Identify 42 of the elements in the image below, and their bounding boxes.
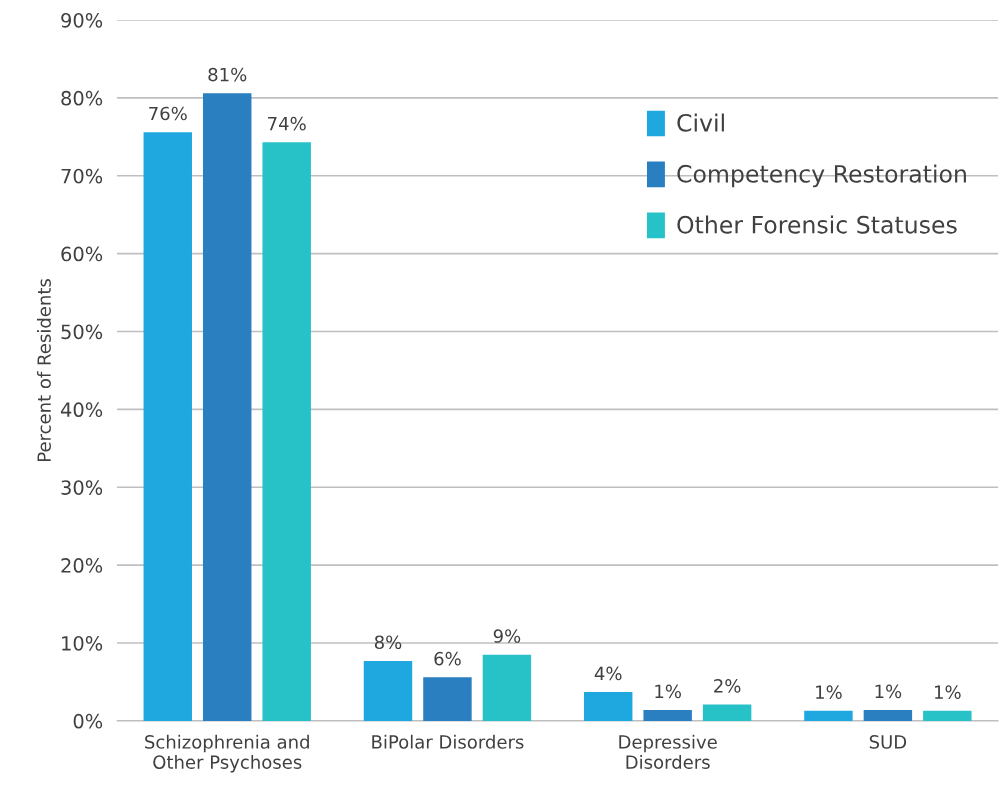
bar — [363, 660, 413, 721]
data-label: 81% — [208, 67, 247, 82]
bar — [923, 710, 972, 721]
y-tick-label: 20% — [61, 558, 103, 573]
data-label: 9% — [493, 629, 521, 643]
x-tick-label: Depressive Disorders — [619, 734, 717, 769]
legend-label: Other Forensic Statuses — [677, 215, 957, 234]
y-tick-label: 30% — [61, 480, 103, 495]
y-tick-label: 40% — [60, 402, 103, 418]
y-tick-label: 70% — [61, 168, 103, 184]
legend-label: Civil — [677, 113, 724, 132]
legend-label: Competency Restoration — [677, 164, 966, 188]
data-label: 74% — [268, 116, 306, 131]
x-tick-label: SUD — [869, 735, 907, 749]
y-tick-label: 10% — [62, 635, 103, 651]
bar — [262, 142, 311, 721]
data-label: 6% — [434, 651, 461, 666]
y-tick-label: 0% — [73, 713, 103, 729]
data-label: 1% — [875, 684, 902, 699]
bar — [143, 132, 192, 721]
y-tick-label: 60% — [61, 246, 103, 262]
bar — [804, 710, 853, 721]
data-label: 76% — [149, 106, 187, 121]
y-tick-label: 50% — [61, 324, 103, 340]
bar — [863, 710, 913, 721]
bar — [702, 704, 752, 721]
bar — [423, 677, 472, 721]
bar — [583, 692, 633, 721]
data-label: 4% — [594, 666, 622, 681]
data-label: 1% — [935, 685, 961, 699]
bar — [482, 654, 532, 721]
data-label: 8% — [374, 635, 402, 650]
data-label: 2% — [714, 679, 741, 693]
data-label: 1% — [816, 685, 842, 699]
y-axis-title: Percent of Residents — [36, 279, 51, 461]
bar — [203, 93, 252, 721]
x-tick-label: Schizophrenia and Other Psychoses — [145, 734, 309, 773]
data-label: 1% — [655, 684, 681, 699]
y-tick-label: 90% — [61, 12, 103, 28]
x-tick-label: BiPolar Disorders — [372, 734, 524, 749]
bar — [643, 710, 692, 721]
y-tick-label: 80% — [61, 90, 103, 106]
